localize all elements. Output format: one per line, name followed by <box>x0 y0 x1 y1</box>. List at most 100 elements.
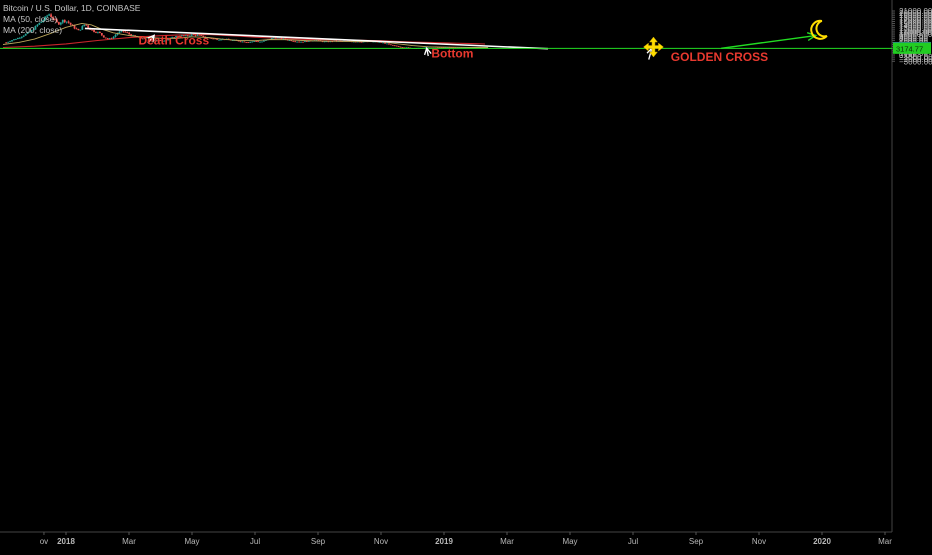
drawing-layer[interactable] <box>0 27 892 50</box>
support-price-tag-text: 3174.77 <box>896 44 923 53</box>
price-tags-layer: 3582.663174.77 <box>893 41 931 54</box>
candle-body <box>399 46 402 48</box>
ma50-legend[interactable]: MA (50, close) <box>3 14 58 24</box>
candle-body <box>247 42 250 43</box>
candle-body <box>110 38 113 40</box>
candle-body <box>216 38 218 40</box>
moon-icon <box>810 19 828 40</box>
candle-body <box>212 38 215 40</box>
candle-body <box>186 35 189 37</box>
y-tick-label: −3000.00 <box>899 57 932 66</box>
candle-body <box>13 39 15 41</box>
candle-body <box>120 30 123 32</box>
green-arrow-head <box>806 32 818 42</box>
y-tick-label: 0.00 <box>899 51 915 60</box>
candle-body <box>128 32 131 35</box>
candle-body <box>397 46 400 48</box>
bottom-arrow-head <box>423 46 432 56</box>
y-tick-label: 10000.00 <box>899 30 932 39</box>
candle-body <box>380 41 383 43</box>
candle-body <box>116 33 119 35</box>
y-tick-label: 7000.00 <box>899 36 928 45</box>
candle-body <box>200 35 203 36</box>
y-tick-label: 13000.00 <box>899 24 932 33</box>
candle-body <box>358 41 361 43</box>
candle-body <box>243 41 246 43</box>
trendline <box>84 27 548 50</box>
annotations-layer: Death Cross Bottom GOLDEN CROSS <box>138 19 828 64</box>
y-tick-label: 8000.00 <box>899 34 928 43</box>
candle-body <box>325 41 328 43</box>
x-tick-label: Jul <box>250 537 260 546</box>
candle-body <box>22 35 25 37</box>
candle-body <box>161 40 164 42</box>
candle-body <box>114 34 117 37</box>
candle-body <box>288 40 291 41</box>
candle-body <box>194 34 197 36</box>
candle-body <box>34 26 37 30</box>
bottom-label: Bottom <box>431 47 473 61</box>
candle-body <box>198 34 201 36</box>
candle-body <box>182 35 185 37</box>
symbol-title[interactable]: Bitcoin / U.S. Dollar, 1D, COINBASE <box>3 3 141 13</box>
candle-body <box>151 39 154 41</box>
candle-body <box>124 31 127 33</box>
candle-body <box>59 22 62 25</box>
candle-body <box>30 30 33 32</box>
candle-body <box>52 17 54 20</box>
candle-body <box>304 41 306 43</box>
candle-body <box>130 34 133 36</box>
candle-body <box>263 40 265 42</box>
y-tick-label: −1000.00 <box>899 53 932 62</box>
candle-body <box>300 41 302 43</box>
candle-body <box>9 41 11 43</box>
candle-body <box>442 47 445 49</box>
candle-body <box>389 44 392 46</box>
candle-body <box>382 42 384 44</box>
green-arrow-line <box>721 34 816 49</box>
candle-body <box>102 35 105 38</box>
candle-body <box>302 41 304 43</box>
candle-body <box>452 47 455 49</box>
candle-body <box>65 21 68 23</box>
ma200-legend[interactable]: MA (200, close) <box>3 25 63 35</box>
death-cross-label: Death Cross <box>138 34 209 48</box>
candle-body <box>395 45 398 47</box>
candle-body <box>167 39 170 41</box>
candle-body <box>122 30 125 32</box>
candle-body <box>77 28 80 31</box>
candle-body <box>239 41 242 43</box>
candle-body <box>356 41 359 43</box>
candle-body <box>450 47 453 49</box>
x-tick-label: 2019 <box>435 537 453 546</box>
candle-body <box>67 21 70 23</box>
death-cross-arrow-head <box>147 34 156 43</box>
y-tick-label: 14000.00 <box>899 22 932 31</box>
candle-body <box>282 38 285 40</box>
candle-body <box>231 40 234 41</box>
candle-body <box>237 40 240 42</box>
candle-body <box>118 31 121 34</box>
candle-body <box>28 31 31 33</box>
support-price-tag-box <box>893 42 931 54</box>
candle-body <box>270 38 273 40</box>
candle-body <box>36 24 39 27</box>
candle-body <box>307 40 310 42</box>
y-tick-label: −2000.00 <box>899 55 932 64</box>
y-tick-label: 19000.00 <box>899 11 932 20</box>
candle-body <box>391 44 394 46</box>
candle-body <box>352 41 355 43</box>
candle-body <box>401 47 404 48</box>
candle-body <box>69 22 72 25</box>
x-tick-label: Mar <box>122 537 136 546</box>
candle-body <box>75 28 78 30</box>
candle-body <box>100 33 103 36</box>
candle-body <box>245 42 248 43</box>
candle-body <box>444 47 447 48</box>
candle-body <box>296 41 299 43</box>
candle-body <box>46 15 49 17</box>
candle-body <box>50 14 52 18</box>
candle-body <box>155 40 158 42</box>
